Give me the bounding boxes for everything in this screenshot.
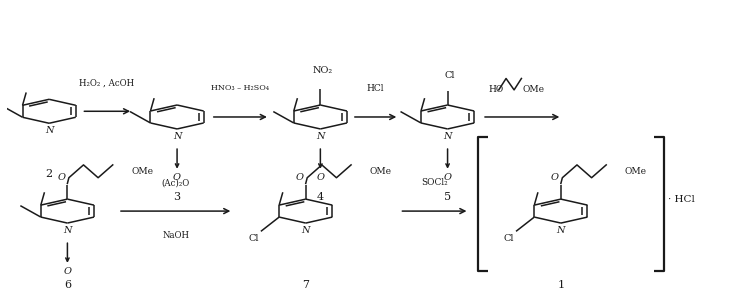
Text: 6: 6 [64,280,71,290]
Text: N: N [443,132,452,141]
Text: NO₂: NO₂ [313,66,333,75]
Text: O: O [295,173,304,182]
Text: O: O [173,173,181,182]
Text: OMe: OMe [369,167,392,176]
Text: OMe: OMe [624,167,647,176]
Text: O: O [57,173,65,182]
Text: N: N [63,226,72,235]
Text: N: N [316,132,325,141]
Text: 1: 1 [557,280,565,290]
Text: 3: 3 [174,192,181,202]
Text: O: O [316,173,325,182]
Text: OMe: OMe [131,167,153,176]
Text: O: O [444,173,451,182]
Text: (Ac)₂O: (Ac)₂O [161,178,189,187]
Text: O: O [63,267,72,276]
Text: HNO₃ – H₂SO₄: HNO₃ – H₂SO₄ [211,84,269,93]
Text: SOCl₂: SOCl₂ [421,178,448,187]
Text: H₂O₂ , AcOH: H₂O₂ , AcOH [79,78,134,87]
Text: HO: HO [489,85,504,94]
Text: Cl: Cl [504,234,514,243]
Text: N: N [45,126,54,135]
Text: 2: 2 [46,169,53,179]
Text: Cl: Cl [445,70,455,79]
Text: OMe: OMe [523,85,545,94]
Text: 7: 7 [302,280,310,290]
Text: N: N [173,132,181,141]
Text: 5: 5 [444,192,451,202]
Text: Cl: Cl [248,234,259,243]
Text: N: N [301,226,310,235]
Text: · HCl: · HCl [668,195,695,204]
Text: 4: 4 [317,192,324,202]
Text: O: O [551,173,559,182]
Text: N: N [557,226,565,235]
Text: NaOH: NaOH [162,231,189,240]
Text: HCl: HCl [366,84,384,93]
